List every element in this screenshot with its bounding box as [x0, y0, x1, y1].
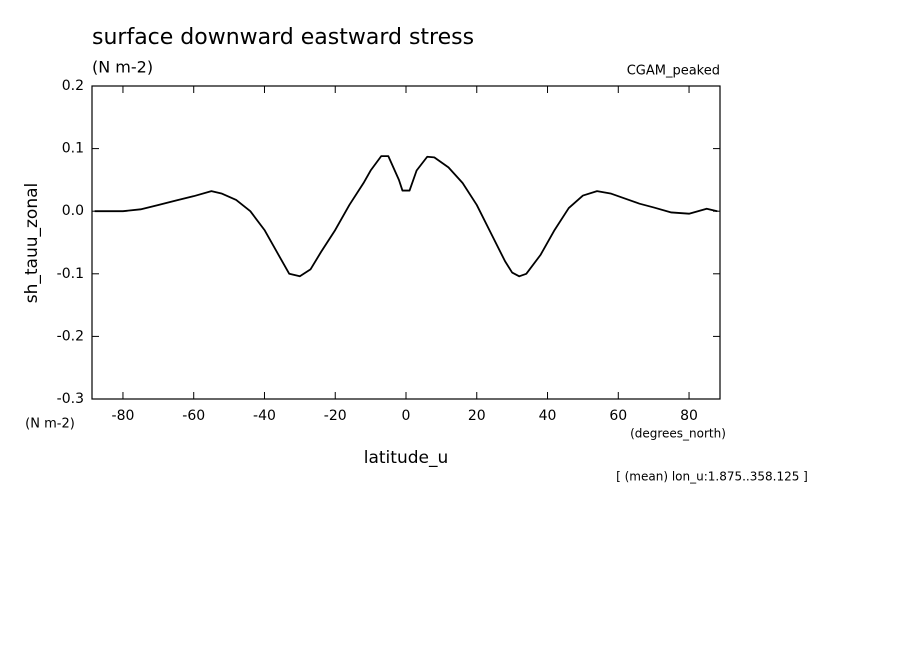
plot-frame — [91, 85, 721, 400]
dataset-label: CGAM_peaked — [627, 64, 720, 79]
y-tick-label: 0.0 — [62, 203, 84, 219]
subtitle: (N m-2) — [92, 58, 153, 77]
x-tick-label: 60 — [609, 408, 627, 424]
y-tick-label: -0.1 — [57, 266, 84, 282]
x-tick-label: -40 — [253, 408, 276, 424]
y-tick-label: 0.1 — [62, 141, 84, 157]
x-tick-label: 0 — [402, 408, 411, 424]
footnote: [ (mean) lon_u:1.875..358.125 ] — [616, 470, 808, 484]
chart-title: surface downward eastward stress — [92, 25, 474, 50]
x-tick-label: 40 — [539, 408, 557, 424]
x-tick-label: -80 — [112, 408, 135, 424]
x-tick-label: -60 — [182, 408, 205, 424]
x-tick-label: 20 — [468, 408, 486, 424]
y-axis-label: sh_tauu_zonal — [22, 183, 42, 304]
x-tick-label: 80 — [680, 408, 698, 424]
y-tick-label: -0.3 — [57, 391, 84, 407]
x-tick-label: -20 — [324, 408, 347, 424]
y-tick-label: -0.2 — [57, 328, 84, 344]
x-units: (degrees_north) — [630, 427, 726, 441]
y-units: (N m-2) — [25, 417, 75, 432]
x-axis-label: latitude_u — [364, 448, 449, 468]
y-tick-label: 0.2 — [62, 78, 84, 94]
data-line — [94, 155, 718, 278]
